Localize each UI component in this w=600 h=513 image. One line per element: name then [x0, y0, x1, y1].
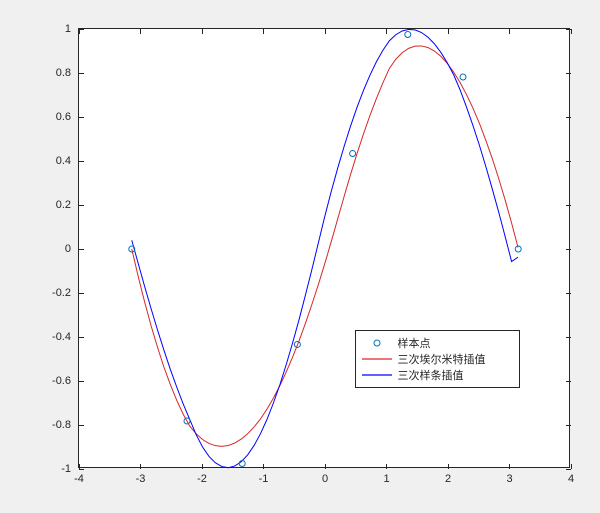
- y-tick-mark: [79, 161, 84, 162]
- sample-marker: [350, 151, 356, 157]
- y-tick-mark: [79, 337, 84, 338]
- x-tick-label: -4: [74, 473, 84, 485]
- plot-area: [79, 29, 571, 469]
- y-tick-mark: [79, 73, 84, 74]
- y-tick-label: 0: [65, 243, 71, 255]
- x-tick-mark: [509, 464, 510, 469]
- y-tick-mark: [79, 381, 84, 382]
- x-tick-mark: [386, 464, 387, 469]
- y-tick-mark: [79, 29, 84, 30]
- y-tick-label: -0.6: [52, 375, 71, 387]
- legend-swatch: [362, 352, 392, 366]
- y-tick-label: -1: [61, 463, 71, 475]
- y-tick-mark: [79, 205, 84, 206]
- legend-label: 样本点: [398, 335, 431, 351]
- y-tick-mark: [79, 469, 84, 470]
- legend-label: 三次样条插值: [398, 367, 464, 383]
- x-tick-label: 3: [506, 473, 512, 485]
- y-tick-mark: [566, 469, 571, 470]
- y-tick-mark: [566, 161, 571, 162]
- y-tick-label: 1: [65, 23, 71, 35]
- y-tick-mark: [79, 249, 84, 250]
- x-tick-mark: [140, 464, 141, 469]
- x-tick-label: 4: [568, 473, 574, 485]
- x-tick-label: -2: [197, 473, 207, 485]
- y-tick-mark: [566, 381, 571, 382]
- x-tick-mark: [571, 29, 572, 34]
- y-tick-mark: [79, 425, 84, 426]
- x-tick-mark: [509, 29, 510, 34]
- y-tick-label: 0.6: [56, 111, 71, 123]
- y-tick-mark: [566, 293, 571, 294]
- legend-box: 样本点三次埃尔米特插值三次样条插值: [355, 330, 520, 388]
- y-tick-label: 0.2: [56, 199, 71, 211]
- x-tick-label: 0: [322, 473, 328, 485]
- y-tick-label: 0.4: [56, 155, 71, 167]
- y-tick-label: -0.4: [52, 331, 71, 343]
- legend-entry: 样本点: [362, 335, 513, 351]
- y-tick-mark: [566, 117, 571, 118]
- legend-swatch: [362, 336, 392, 350]
- y-tick-mark: [79, 293, 84, 294]
- x-tick-mark: [386, 29, 387, 34]
- x-tick-mark: [263, 29, 264, 34]
- x-tick-label: 1: [383, 473, 389, 485]
- y-tick-mark: [566, 337, 571, 338]
- legend-swatch: [362, 368, 392, 382]
- sample-marker: [405, 32, 411, 38]
- x-tick-mark: [448, 29, 449, 34]
- x-tick-mark: [140, 29, 141, 34]
- figure-window: 样本点三次埃尔米特插值三次样条插值 -4 -3 -2 -1 0 1 2 3 4 -1 -0.8 -0.…: [0, 0, 600, 513]
- x-tick-mark: [448, 464, 449, 469]
- x-tick-mark: [325, 29, 326, 34]
- x-tick-mark: [325, 464, 326, 469]
- x-tick-label: -1: [259, 473, 269, 485]
- y-tick-mark: [566, 29, 571, 30]
- x-tick-mark: [79, 29, 80, 34]
- y-tick-mark: [566, 425, 571, 426]
- y-tick-mark: [566, 205, 571, 206]
- x-tick-label: 2: [445, 473, 451, 485]
- y-tick-mark: [566, 249, 571, 250]
- chart-axes: 样本点三次埃尔米特插值三次样条插值 -4-3-2-101234-1-0.8-0.…: [78, 28, 570, 468]
- y-tick-label: 0.8: [56, 67, 71, 79]
- spline-line: [132, 29, 518, 467]
- y-tick-mark: [566, 73, 571, 74]
- sample-marker: [460, 74, 466, 80]
- x-tick-mark: [202, 29, 203, 34]
- y-tick-label: -0.2: [52, 287, 71, 299]
- legend-label: 三次埃尔米特插值: [398, 351, 486, 367]
- legend-entry: 三次埃尔米特插值: [362, 351, 513, 367]
- x-tick-label: -3: [136, 473, 146, 485]
- y-tick-mark: [79, 117, 84, 118]
- legend-entry: 三次样条插值: [362, 367, 513, 383]
- x-tick-mark: [202, 464, 203, 469]
- y-tick-label: -0.8: [52, 419, 71, 431]
- x-tick-mark: [263, 464, 264, 469]
